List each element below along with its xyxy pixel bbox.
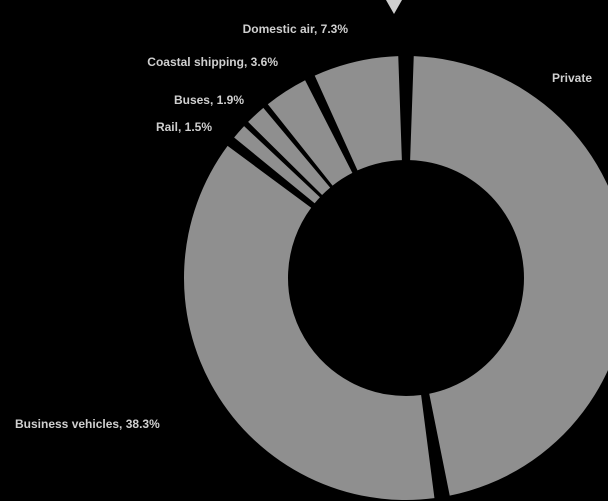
slice-label-domestic-air: Domestic air, 7.3% xyxy=(243,22,349,36)
pointer-marker xyxy=(386,0,402,14)
slice-private xyxy=(410,56,608,496)
slice-label-private: Private xyxy=(552,71,592,85)
slice-business-vehicles xyxy=(183,145,435,500)
slice-coastal-shipping xyxy=(267,80,353,186)
slice-buses xyxy=(248,107,331,196)
slice-domestic-air xyxy=(314,56,402,171)
slice-label-coastal-shipping: Coastal shipping, 3.6% xyxy=(147,55,278,69)
slice-rail xyxy=(234,126,320,204)
slice-label-rail: Rail, 1.5% xyxy=(156,120,212,134)
slice-label-buses: Buses, 1.9% xyxy=(174,93,244,107)
slice-label-business-vehicles: Business vehicles, 38.3% xyxy=(15,417,160,431)
